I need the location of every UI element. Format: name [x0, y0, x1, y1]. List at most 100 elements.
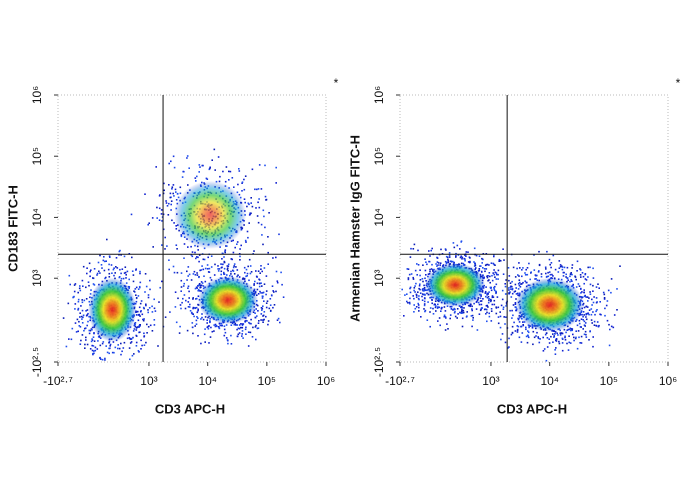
density-speckle [248, 321, 250, 324]
density-speckle [493, 303, 496, 306]
density-speckle [486, 294, 488, 296]
density-speckle [93, 350, 95, 352]
density-speckle [186, 157, 188, 159]
density-speckle [421, 278, 424, 280]
density-speckle [496, 296, 499, 298]
density-speckle [80, 315, 83, 318]
density-speckle [576, 324, 579, 327]
density-speckle [108, 341, 110, 344]
density-speckle [77, 307, 80, 310]
density-speckle [89, 293, 92, 295]
density-speckle [168, 184, 170, 186]
density-speckle [569, 342, 572, 344]
density-speckle [73, 284, 76, 286]
density-speckle [147, 309, 149, 311]
density-speckle [577, 283, 580, 285]
density-speckle [452, 260, 454, 263]
density-speckle [108, 352, 110, 355]
density-speckle [409, 256, 412, 258]
density-speckle [139, 281, 142, 284]
density-speckle [507, 347, 509, 349]
density-speckle [135, 294, 137, 296]
density-speckle [570, 329, 572, 332]
density-speckle [426, 263, 428, 266]
density-speckle [246, 272, 249, 275]
density-speckle [248, 222, 250, 224]
density-speckle [276, 280, 279, 282]
density-speckle [229, 274, 231, 277]
density-speckle [493, 289, 496, 292]
density-speckle [448, 256, 451, 258]
density-speckle [210, 279, 213, 281]
density-speckle [503, 316, 505, 318]
density-speckle [230, 273, 232, 275]
density-speckle [560, 265, 563, 267]
density-speckle [487, 279, 489, 282]
density-speckle [147, 223, 149, 226]
density-speckle [223, 273, 226, 275]
density-speckle [135, 327, 138, 329]
density-speckle [417, 302, 419, 305]
density-speckle [558, 267, 561, 269]
density-speckle [255, 275, 258, 278]
density-speckle [589, 293, 592, 295]
density-speckle [109, 343, 112, 346]
density-speckle [423, 284, 425, 287]
density-speckle [244, 320, 246, 322]
density-speckle [521, 275, 523, 278]
density-speckle [74, 303, 77, 305]
density-speckle [578, 285, 581, 287]
density-speckle [600, 313, 602, 316]
density-speckle [93, 352, 95, 355]
density-speckle [250, 271, 253, 273]
density-speckle [254, 280, 256, 283]
density-speckle [250, 197, 252, 199]
density-speckle [585, 318, 588, 321]
density-speckle [602, 291, 605, 294]
density-speckle [409, 286, 412, 289]
density-speckle [549, 263, 551, 266]
density-speckle [217, 270, 220, 272]
density-speckle [424, 310, 426, 313]
density-speckle [461, 312, 464, 314]
density-speckle [407, 302, 409, 304]
density-speckle [565, 331, 567, 334]
density-speckle [417, 264, 420, 266]
density-speckle [484, 290, 487, 293]
density-speckle [155, 166, 157, 168]
density-speckle [495, 292, 497, 295]
density-speckle [247, 331, 250, 333]
density-speckle [138, 285, 141, 288]
density-speckle [207, 328, 210, 330]
density-speckle [417, 297, 420, 300]
density-speckle [254, 312, 256, 314]
density-speckle [592, 311, 594, 313]
density-speckle [431, 247, 433, 250]
density-speckle [206, 322, 208, 324]
density-speckle [261, 295, 264, 297]
density-speckle [447, 328, 449, 330]
density-speckle [173, 195, 175, 197]
density-speckle [142, 319, 145, 322]
density-speckle [447, 260, 449, 262]
density-speckle [190, 312, 193, 314]
density-speckle [236, 241, 239, 243]
density-speckle [227, 265, 230, 267]
density-speckle [583, 324, 586, 326]
density-speckle [540, 275, 543, 278]
density-speckle [503, 259, 505, 261]
density-speckle [267, 323, 269, 326]
density-speckle [512, 304, 515, 306]
density-speckle [79, 326, 82, 328]
density-speckle [430, 268, 433, 270]
density-speckle [231, 177, 234, 179]
density-speckle [481, 257, 483, 260]
density-speckle [244, 239, 247, 242]
density-speckle [238, 168, 240, 170]
density-speckle [504, 341, 507, 344]
density-speckle [199, 269, 201, 272]
density-speckle [585, 296, 587, 298]
density-speckle [128, 347, 131, 349]
density-speckle [461, 258, 463, 260]
density-speckle [233, 273, 236, 275]
